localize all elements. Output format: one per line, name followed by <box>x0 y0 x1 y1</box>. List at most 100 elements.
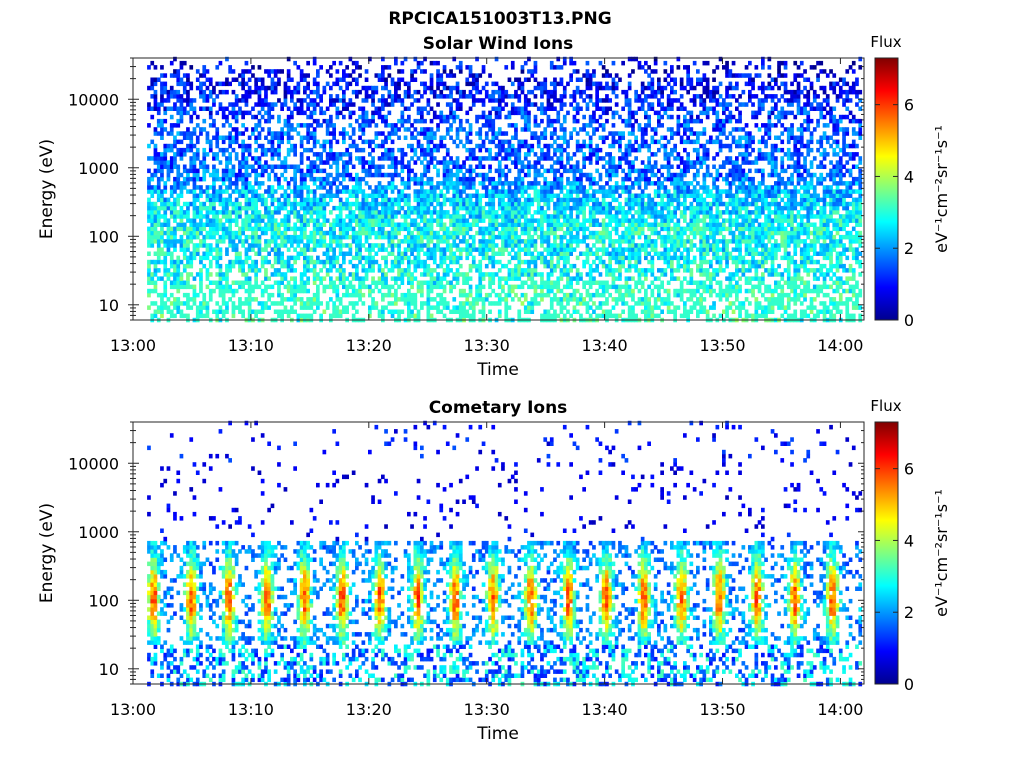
heatmap-cell <box>156 152 161 157</box>
heatmap-cell <box>244 156 249 161</box>
heatmap-cell <box>325 172 330 178</box>
heatmap-cell <box>514 131 518 136</box>
heatmap-cell <box>442 288 447 294</box>
heatmap-cell <box>407 263 411 269</box>
heatmap-cell <box>166 168 171 174</box>
heatmap-cell <box>147 259 151 265</box>
heatmap-cell <box>426 263 431 269</box>
heatmap-cell <box>195 313 200 319</box>
heatmap-cell <box>533 297 538 302</box>
heatmap-cell <box>306 197 310 203</box>
heatmap-cell <box>153 102 158 107</box>
heatmap-cell <box>553 230 557 236</box>
heatmap-cell <box>241 73 245 78</box>
heatmap-cell <box>445 243 450 248</box>
heatmap-cell <box>156 205 161 211</box>
heatmap-cell <box>176 73 181 78</box>
heatmap-cell <box>293 297 297 302</box>
heatmap-cell <box>150 234 155 240</box>
heatmap-cell <box>270 152 275 157</box>
heatmap-cell <box>322 185 327 190</box>
heatmap-cell <box>407 114 411 120</box>
heatmap-cell <box>251 197 255 203</box>
heatmap-cell <box>384 152 388 157</box>
heatmap-cell <box>549 259 554 265</box>
heatmap-cell <box>582 297 586 302</box>
heatmap-cell <box>270 284 275 290</box>
heatmap-cell <box>225 201 229 207</box>
heatmap-cell <box>303 135 307 140</box>
heatmap-cell <box>312 98 317 103</box>
heatmap-cell <box>312 247 317 252</box>
heatmap-cell <box>384 230 388 236</box>
heatmap-cell <box>543 255 548 261</box>
heatmap-cell <box>549 268 554 273</box>
heatmap-cell <box>173 73 177 78</box>
heatmap-cell <box>507 226 512 232</box>
heatmap-cell <box>166 205 171 211</box>
heatmap-cell <box>549 143 554 149</box>
heatmap-cell <box>270 234 275 240</box>
heatmap-cell <box>212 172 216 178</box>
heatmap-cell <box>309 172 314 178</box>
heatmap-cell <box>147 226 151 232</box>
heatmap-cell <box>410 292 414 298</box>
heatmap-cell <box>416 255 421 261</box>
heatmap-cell <box>156 189 161 194</box>
heatmap-cell <box>228 81 232 87</box>
heatmap-cell <box>449 160 453 165</box>
heatmap-cell <box>562 255 567 261</box>
heatmap-cell <box>575 143 580 149</box>
heatmap-cell <box>335 110 340 116</box>
heatmap-cell <box>267 214 271 219</box>
heatmap-cell <box>559 65 564 70</box>
heatmap-cell <box>169 243 174 248</box>
heatmap-cell <box>432 193 437 198</box>
heatmap-cell <box>403 181 408 186</box>
heatmap-cell <box>312 131 317 136</box>
heatmap-cell <box>361 127 366 132</box>
heatmap-cell <box>234 176 239 182</box>
heatmap-cell <box>254 313 258 319</box>
heatmap-cell <box>462 127 466 132</box>
heatmap-cell <box>179 243 184 248</box>
heatmap-cell <box>329 239 333 244</box>
heatmap-cell <box>303 226 307 232</box>
heatmap-cell <box>186 305 190 310</box>
heatmap-cell <box>523 106 528 111</box>
heatmap-cell <box>426 284 431 290</box>
heatmap-cell <box>205 189 210 194</box>
heatmap-cell <box>546 197 551 203</box>
heatmap-cell <box>189 234 194 240</box>
heatmap-cell <box>497 181 502 186</box>
heatmap-cell <box>186 147 190 153</box>
heatmap-cell <box>462 214 466 219</box>
heatmap-cell <box>186 210 190 215</box>
heatmap-cell <box>202 189 207 194</box>
heatmap-cell <box>312 263 317 269</box>
heatmap-cell <box>273 131 278 136</box>
heatmap-cell <box>332 176 336 182</box>
heatmap-cell <box>400 77 405 82</box>
heatmap-cell <box>377 156 382 161</box>
heatmap-cell <box>234 243 239 248</box>
heatmap-cell <box>160 98 164 103</box>
heatmap-cell <box>403 222 408 227</box>
heatmap-cell <box>420 214 424 219</box>
heatmap-cell <box>267 210 271 215</box>
heatmap-cell <box>439 309 444 314</box>
heatmap-cell <box>400 181 405 186</box>
heatmap-cell <box>332 102 336 107</box>
heatmap-cell <box>205 168 210 174</box>
heatmap-cell <box>556 301 561 306</box>
heatmap-cell <box>192 201 197 207</box>
heatmap-cell <box>238 234 242 240</box>
heatmap-cell <box>465 147 470 153</box>
heatmap-cell <box>351 313 356 319</box>
heatmap-cell <box>267 239 271 244</box>
heatmap-cell <box>514 135 518 140</box>
heatmap-cell <box>290 127 294 132</box>
heatmap-cell <box>299 181 304 186</box>
heatmap-cell <box>556 297 561 302</box>
heatmap-cell <box>442 301 447 306</box>
